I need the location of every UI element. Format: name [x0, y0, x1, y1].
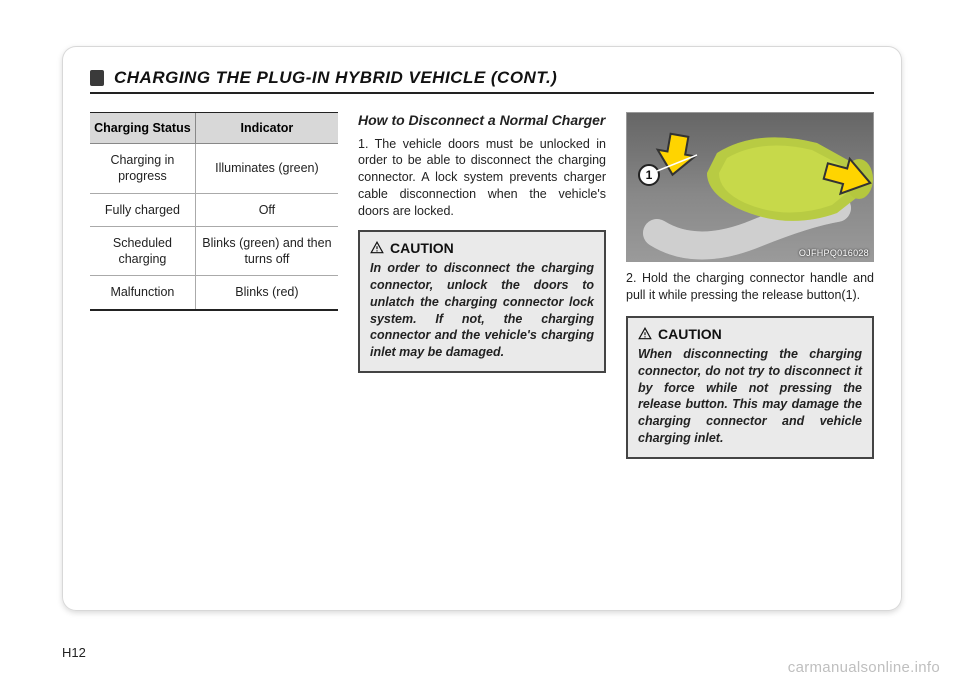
cell-status: Fully charged: [90, 193, 195, 226]
table-row: Fully charged Off: [90, 193, 338, 226]
cell-status: Charging in progress: [90, 144, 195, 194]
caution-text: In order to disconnect the charging conn…: [370, 260, 594, 361]
content-card: CHARGING THE PLUG-IN HYBRID VEHICLE (CON…: [62, 46, 902, 611]
section-title-row: CHARGING THE PLUG-IN HYBRID VEHICLE (CON…: [90, 68, 874, 88]
watermark: carmanualsonline.info: [788, 659, 940, 676]
cell-indicator: Illuminates (green): [195, 144, 338, 194]
cell-indicator: Blinks (green) and then turns off: [195, 226, 338, 276]
figure-code: OJFHPQ016028: [799, 248, 869, 258]
section-title: CHARGING THE PLUG-IN HYBRID VEHICLE (CON…: [114, 68, 557, 88]
warning-icon: [638, 327, 652, 341]
caution-label: CAUTION: [658, 326, 722, 342]
caution-heading: CAUTION: [638, 326, 862, 342]
caution-box: CAUTION When disconnecting the charging …: [626, 316, 874, 459]
table-row: Malfunction Blinks (red): [90, 276, 338, 310]
callout-number: 1: [646, 168, 653, 182]
table-header-row: Charging Status Indicator: [90, 113, 338, 144]
connector-figure: 1 OJFHPQ016028: [626, 112, 874, 262]
th-indicator: Indicator: [195, 113, 338, 144]
caution-heading: CAUTION: [370, 240, 594, 256]
caution-label: CAUTION: [390, 240, 454, 256]
cell-indicator: Off: [195, 193, 338, 226]
title-underline: [90, 92, 874, 94]
table-row: Scheduled charging Blinks (green) and th…: [90, 226, 338, 276]
cell-status: Malfunction: [90, 276, 195, 310]
column-left: Charging Status Indicator Charging in pr…: [90, 112, 338, 459]
caution-box: CAUTION In order to disconnect the charg…: [358, 230, 606, 373]
subheading: How to Disconnect a Normal Charger: [358, 112, 606, 130]
column-middle: How to Disconnect a Normal Charger 1. Th…: [358, 112, 606, 459]
page-number: H12: [62, 645, 86, 660]
page: CHARGING THE PLUG-IN HYBRID VEHICLE (CON…: [0, 0, 960, 690]
caution-text: When disconnecting the charging connecto…: [638, 346, 862, 447]
content-columns: Charging Status Indicator Charging in pr…: [90, 112, 874, 459]
warning-icon: [370, 241, 384, 255]
column-right: 1 OJFHPQ016028 2. Hold the charging conn…: [626, 112, 874, 459]
table-row: Charging in progress Illuminates (green): [90, 144, 338, 194]
step-2-text: 2. Hold the charging connector handle an…: [626, 270, 874, 304]
step-1-text: 1. The vehicle doors must be unlocked in…: [358, 136, 606, 220]
figure-svg: 1: [627, 113, 874, 262]
charging-status-table: Charging Status Indicator Charging in pr…: [90, 112, 338, 311]
cell-indicator: Blinks (red): [195, 276, 338, 310]
th-status: Charging Status: [90, 113, 195, 144]
title-bullet-icon: [90, 70, 104, 86]
cell-status: Scheduled charging: [90, 226, 195, 276]
